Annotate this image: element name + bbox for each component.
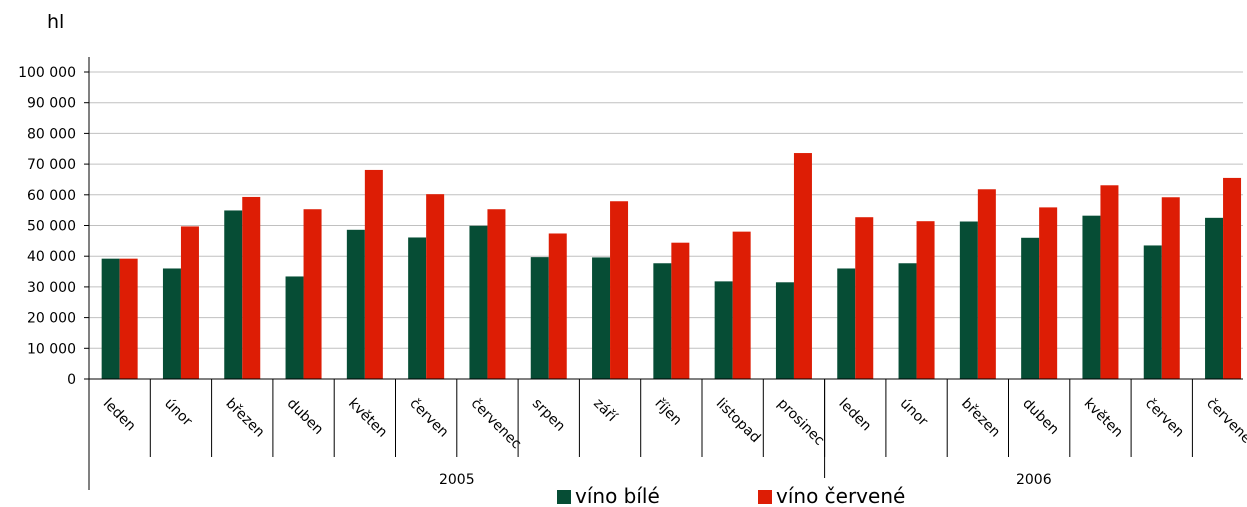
x-category-label: červenec (468, 396, 525, 453)
year-group-label: 2005 (439, 472, 475, 488)
bar-red-wine (303, 209, 322, 379)
y-tick-label: 20 000 (27, 311, 76, 327)
bar-red-wine (977, 189, 996, 379)
x-category-label: únor (897, 396, 931, 430)
bar-red-wine (548, 233, 567, 379)
y-tick-label: 10 000 (27, 341, 76, 357)
x-category-label: duben (284, 396, 327, 439)
y-tick-label: 70 000 (27, 157, 76, 173)
y-tick-label: 50 000 (27, 219, 76, 235)
x-category-label: březen (222, 396, 267, 441)
bar-red-wine (180, 226, 199, 379)
bar-red-wine (916, 221, 935, 379)
x-category-label: únor (161, 396, 195, 430)
y-tick-label: 60 000 (27, 188, 76, 204)
bar-white-wine (530, 257, 549, 379)
x-category-label: květen (345, 396, 390, 441)
bar-red-wine (487, 209, 506, 379)
bar-red-wine (242, 196, 261, 379)
bar-red-wine (732, 231, 751, 379)
y-tick-label: 0 (67, 372, 76, 388)
bar-red-wine (1039, 207, 1058, 379)
legend-label-red-wine: víno červené (776, 484, 905, 507)
bar-white-wine (837, 268, 856, 379)
bar-white-wine (1021, 237, 1040, 379)
bar-red-wine (1100, 185, 1119, 379)
y-tick-label: 100 000 (18, 65, 76, 81)
bar-white-wine (898, 263, 917, 379)
x-category-label: listopad (713, 396, 764, 447)
bar-white-wine (653, 263, 672, 379)
x-category-label: září (590, 396, 620, 426)
x-category-label: červen (1142, 396, 1187, 441)
y-tick-label: 80 000 (27, 126, 76, 142)
x-category-label: březen (958, 396, 1003, 441)
x-category-label: srpen (529, 396, 568, 435)
bar-white-wine (162, 268, 181, 379)
bar-red-wine (671, 242, 690, 379)
bar-white-wine (285, 276, 304, 379)
bar-white-wine (101, 258, 120, 379)
x-category-label: leden (100, 396, 139, 435)
x-category-label: leden (835, 396, 874, 435)
x-category-label: květen (1081, 396, 1126, 441)
bars (101, 153, 1242, 379)
bar-white-wine (469, 225, 488, 379)
bar-white-wine (408, 237, 427, 379)
legend: víno bílé víno červené (557, 484, 905, 507)
bar-white-wine (1143, 245, 1162, 379)
x-category-label: červen (406, 396, 451, 441)
x-axis-categories: leden únor březen duben květen červen červenec… (100, 396, 1247, 488)
legend-swatch-red-wine (758, 490, 772, 504)
bar-red-wine (610, 201, 629, 379)
bar-red-wine (1223, 177, 1242, 379)
bar-white-wine (1205, 217, 1224, 379)
axes (84, 57, 1243, 490)
bar-red-wine (364, 169, 383, 379)
bar-red-wine (426, 194, 445, 379)
bar-white-wine (1082, 215, 1101, 379)
year-group-label: 2006 (1016, 472, 1052, 488)
y-tick-label: 40 000 (27, 249, 76, 265)
y-tick-label: 30 000 (27, 280, 76, 296)
bar-white-wine (224, 210, 243, 379)
bar-white-wine (714, 281, 733, 379)
bar-white-wine (775, 282, 794, 379)
bar-red-wine (119, 258, 138, 379)
x-category-label: prosinec (774, 396, 827, 449)
y-axis-unit-label: hl (47, 11, 64, 33)
bar-white-wine (959, 221, 978, 379)
bar-red-wine (1161, 197, 1180, 379)
bar-white-wine (592, 257, 611, 379)
x-category-label: říjen (652, 396, 685, 429)
legend-swatch-white-wine (557, 490, 571, 504)
bar-white-wine (346, 229, 365, 379)
y-tick-label: 90 000 (27, 96, 76, 112)
x-category-label: červenec (1203, 396, 1247, 453)
bar-red-wine (793, 153, 812, 379)
x-category-label: duben (1019, 396, 1062, 439)
bar-red-wine (855, 217, 874, 379)
legend-label-white-wine: víno bílé (575, 484, 660, 507)
gridlines (89, 71, 1243, 349)
y-axis-ticks: 0 10 000 20 000 30 000 40 000 50 000 60 000 70 … (18, 65, 76, 388)
